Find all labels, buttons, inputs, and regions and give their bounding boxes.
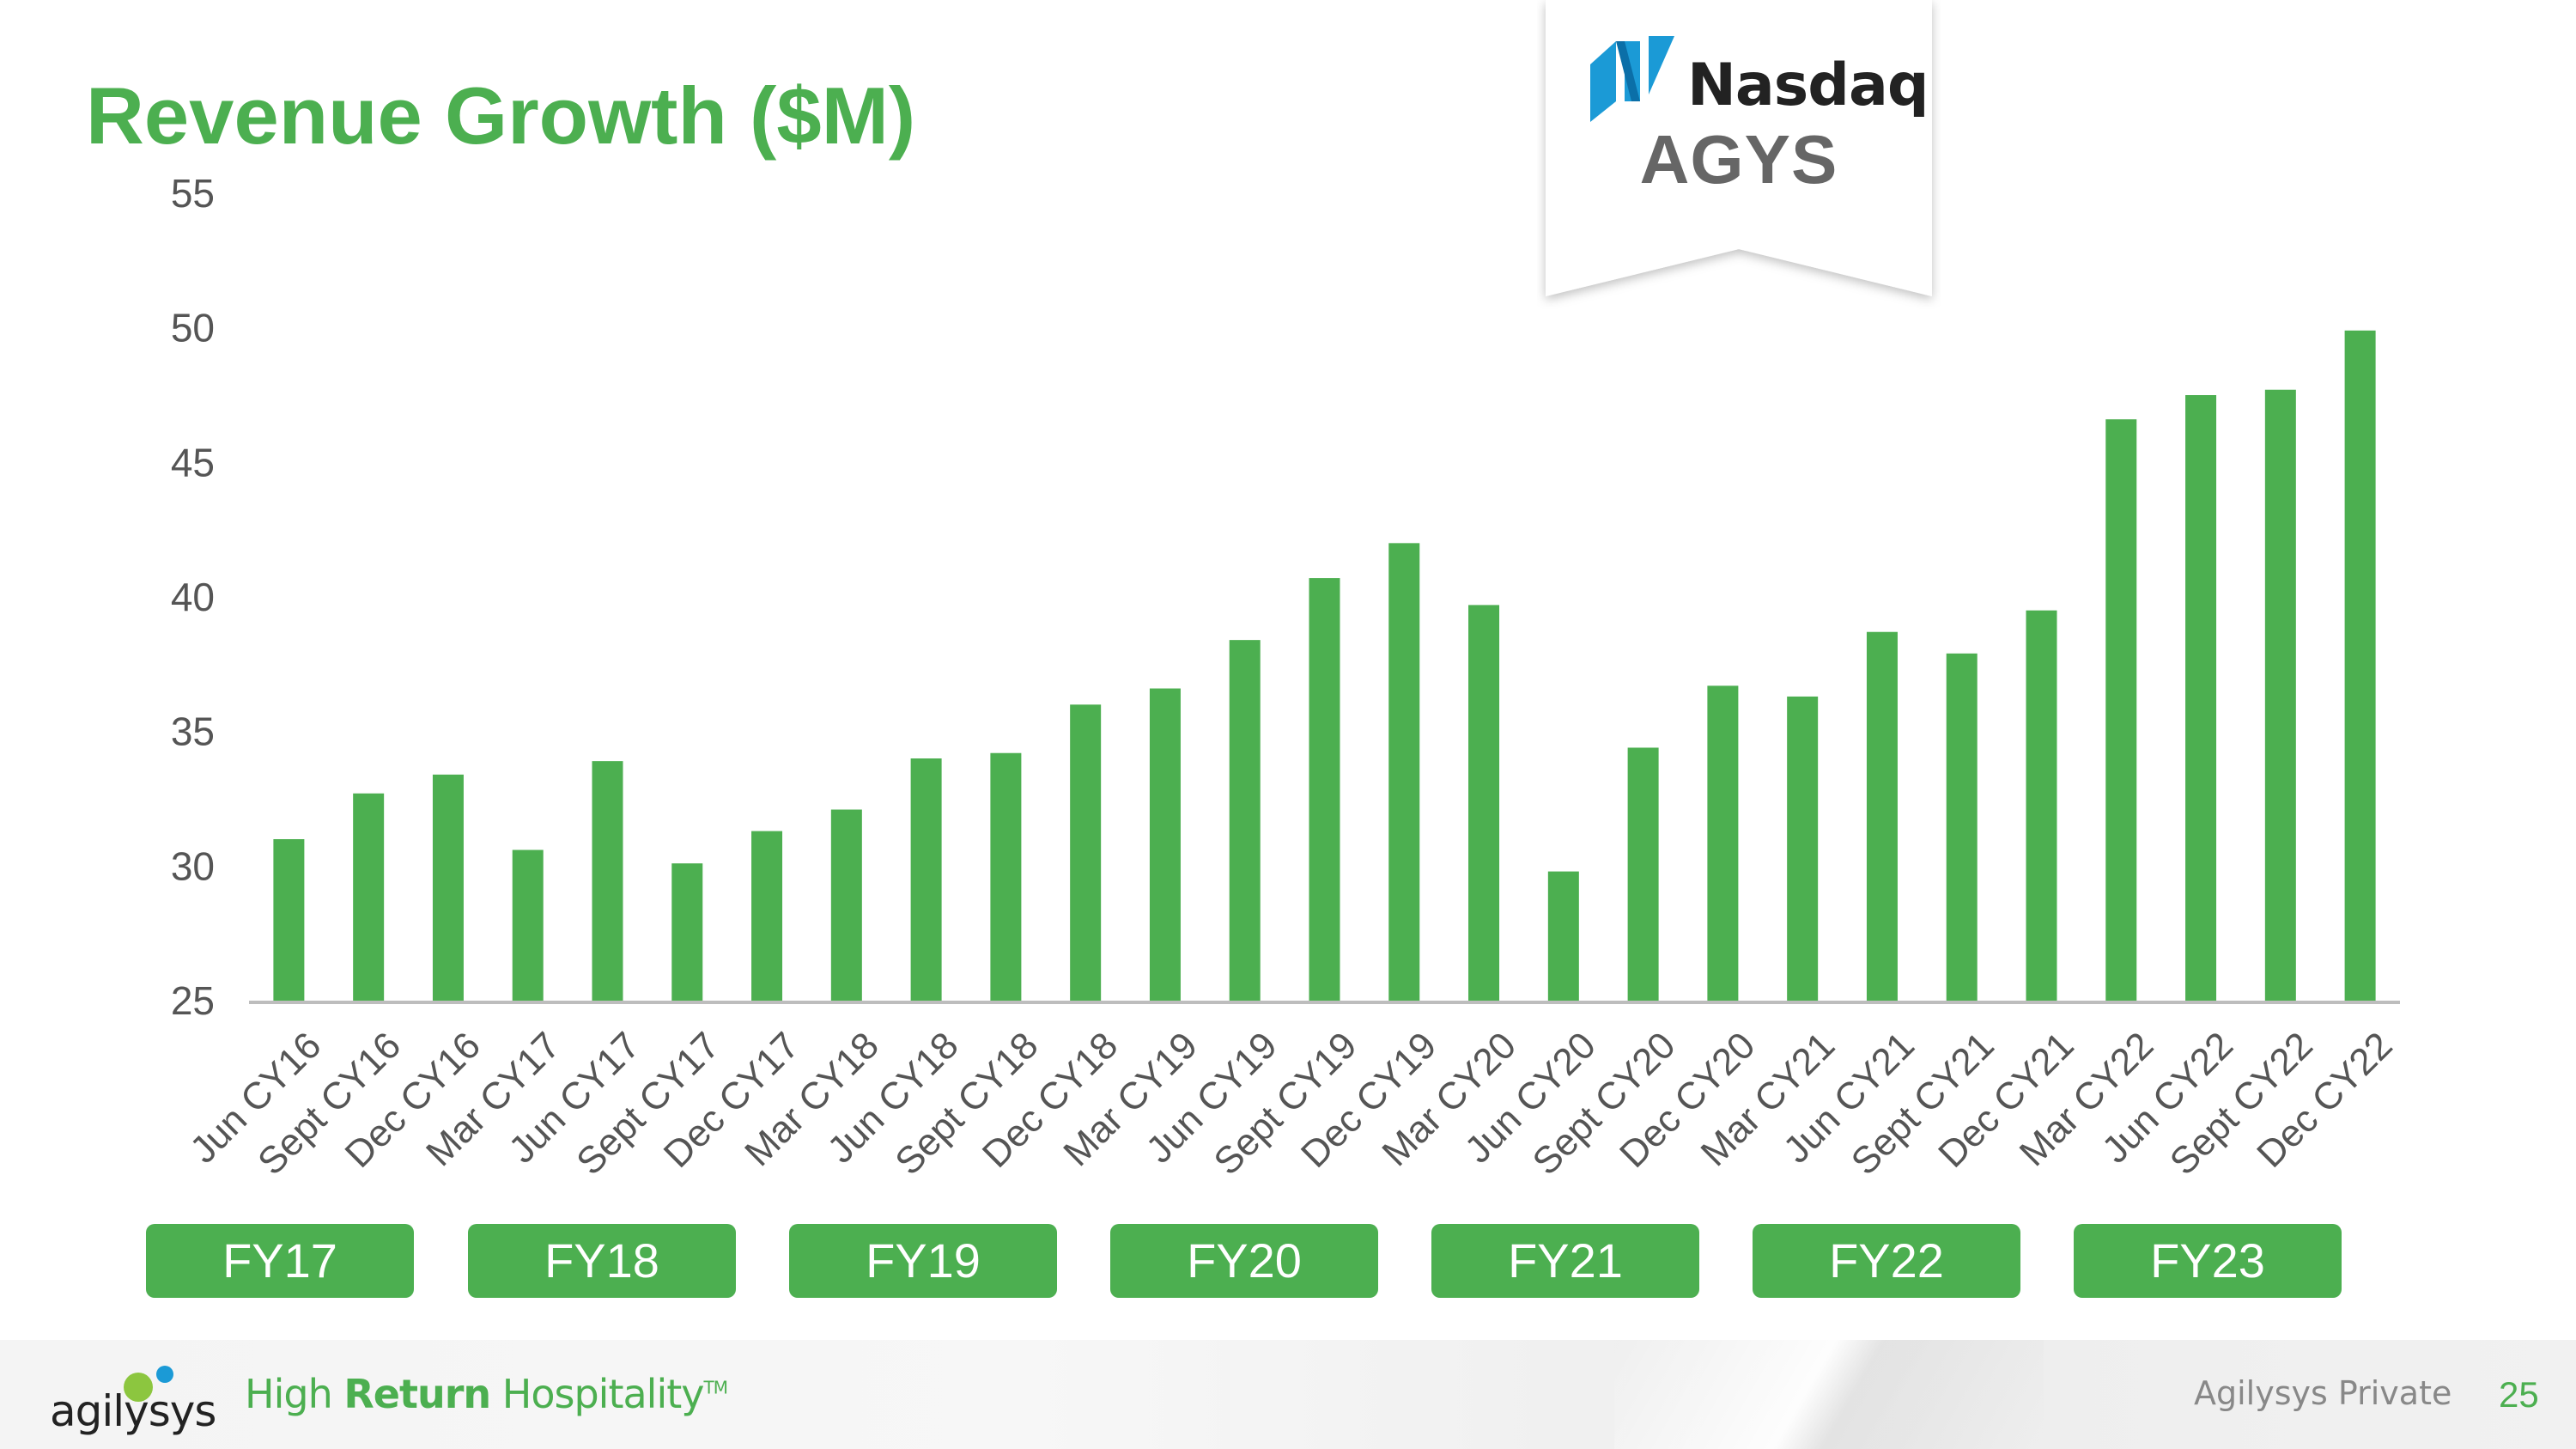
tagline-pre: High	[245, 1371, 344, 1417]
bar	[1229, 640, 1261, 1001]
tagline-bold: Return	[343, 1371, 491, 1417]
bar	[432, 774, 464, 1001]
tagline: High Return HospitalityTM	[245, 1371, 729, 1417]
bar	[353, 793, 385, 1001]
y-tick-label: 30	[171, 843, 215, 888]
bar	[2185, 395, 2217, 1001]
logo-wordmark: agilysys	[50, 1386, 216, 1436]
fiscal-year-badge: FY20	[1110, 1224, 1378, 1298]
y-tick-label: 40	[171, 575, 215, 619]
agilysys-logo: agilysys	[50, 1366, 256, 1449]
tagline-post: Hospitality	[490, 1371, 705, 1417]
fiscal-year-badge: FY23	[2074, 1224, 2342, 1298]
logo-dot-blue-icon	[156, 1366, 173, 1383]
y-tick-label: 55	[171, 171, 215, 216]
bar	[671, 863, 703, 1001]
bar	[2344, 330, 2376, 1001]
bar	[910, 758, 942, 1001]
y-tick-label: 45	[171, 440, 215, 484]
y-tick-label: 50	[171, 306, 215, 350]
y-tick-label: 35	[171, 709, 215, 754]
fiscal-year-badge: FY19	[789, 1224, 1057, 1298]
page-title: Revenue Growth ($M)	[86, 70, 916, 161]
footer-bar: agilysys High Return HospitalityTM Agily…	[0, 1340, 2576, 1449]
tagline-trademark: TM	[703, 1377, 729, 1398]
bar	[273, 839, 305, 1001]
bar	[1787, 696, 1819, 1001]
fiscal-year-badge: FY21	[1431, 1224, 1699, 1298]
page-number: 25	[2499, 1374, 2539, 1415]
footer-decoration	[1614, 1340, 2044, 1449]
badge-ticker: AGYS	[1639, 121, 1838, 198]
bar	[1547, 871, 1579, 1001]
y-tick-label: 25	[171, 978, 215, 1023]
bar	[512, 849, 544, 1001]
fiscal-year-badge: FY22	[1753, 1224, 2020, 1298]
bar	[1468, 605, 1500, 1001]
bar	[1309, 578, 1340, 1001]
bar	[1707, 685, 1739, 1001]
bar	[990, 752, 1022, 1001]
fiscal-year-badge: FY17	[146, 1224, 414, 1298]
bar	[1149, 688, 1181, 1001]
bar	[830, 809, 862, 1001]
bar	[1070, 704, 1102, 1001]
bar	[1946, 653, 1978, 1001]
badge-ribbon-shape	[1546, 0, 1932, 296]
bar	[1866, 631, 1898, 1001]
bar	[1627, 747, 1659, 1001]
bar-series	[273, 330, 2376, 1001]
bar	[751, 831, 783, 1001]
bar	[2264, 389, 2296, 1001]
y-axis: 25 30 35 40 45 50 55	[171, 171, 215, 1023]
fiscal-year-badge: FY18	[468, 1224, 736, 1298]
footer-classification: Agilysys Private	[2194, 1374, 2452, 1412]
bar	[1388, 543, 1420, 1001]
badge-brand: Nasdaq	[1687, 52, 1929, 119]
logo-dot-green-icon	[124, 1373, 153, 1402]
nasdaq-logo-icon	[1590, 36, 1674, 122]
bar	[592, 761, 623, 1001]
bar	[2105, 419, 2137, 1001]
nasdaq-badge: Nasdaq AGYS	[1537, 0, 1941, 309]
bar	[2026, 610, 2057, 1001]
